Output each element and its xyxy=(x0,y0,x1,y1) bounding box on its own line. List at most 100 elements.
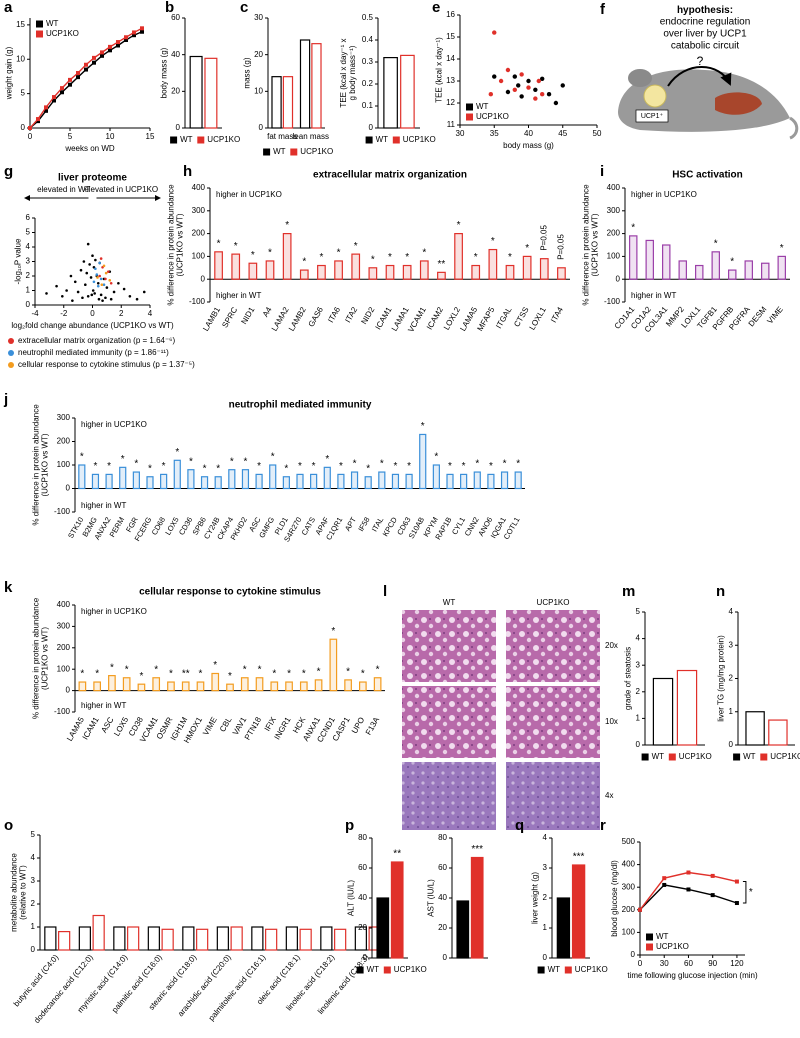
bar xyxy=(571,864,586,959)
liver xyxy=(715,92,762,115)
cell-label: UCP1⁺ xyxy=(641,113,664,120)
x-tick-label: VIME xyxy=(201,716,219,737)
panel-letter: g xyxy=(4,163,13,180)
x-tick-label: SPRC xyxy=(220,305,239,329)
point xyxy=(734,901,739,906)
bar xyxy=(645,239,654,280)
bar xyxy=(299,681,308,692)
annotation: * xyxy=(331,626,335,637)
point xyxy=(108,48,112,53)
point xyxy=(96,276,99,279)
y-tick-label: -100 xyxy=(54,707,71,716)
y-axis-label: metabolite abundance xyxy=(10,853,19,932)
point xyxy=(116,40,120,45)
legend-swatch xyxy=(733,753,741,761)
y-axis-label: % difference in protein abundance xyxy=(167,184,176,306)
annotation: * xyxy=(457,220,461,231)
bar xyxy=(296,473,304,490)
y-tick-label: 5 xyxy=(26,228,31,237)
y-tick-label: 60 xyxy=(438,863,447,872)
annotation: * xyxy=(268,248,272,259)
legend-swatch xyxy=(760,753,768,761)
note: higher in WT xyxy=(81,701,126,710)
histology-image xyxy=(506,686,600,758)
y-axis-label: ALT (IU/L) xyxy=(346,880,355,916)
point xyxy=(105,286,109,289)
bar xyxy=(383,56,398,129)
note: higher in WT xyxy=(81,501,126,510)
bar xyxy=(299,39,311,129)
y-axis-label: (UCP1KO vs WT) xyxy=(176,213,185,276)
annotation: * xyxy=(462,461,466,472)
annotation: * xyxy=(121,454,125,465)
y-tick-label: 0 xyxy=(729,740,734,749)
point xyxy=(60,86,64,91)
bar xyxy=(314,679,323,692)
legend-swatch xyxy=(383,966,391,974)
annotation: * xyxy=(80,669,84,680)
note: higher in WT xyxy=(216,291,261,300)
bar xyxy=(132,471,140,490)
hypothesis-text: endocrine regulation xyxy=(660,17,751,28)
legend-swatch xyxy=(197,136,205,144)
y-tick-label: 4 xyxy=(636,634,641,643)
y-tick-label: 300 xyxy=(57,622,71,631)
x-tick-label: 35 xyxy=(490,129,499,138)
bar xyxy=(745,711,765,746)
x-tick-label: ITA2 xyxy=(343,305,359,324)
bar xyxy=(320,926,333,951)
panel-letter: f xyxy=(600,1,606,18)
y-tick-label: 15 xyxy=(16,20,25,29)
panel-letter: e xyxy=(432,0,440,16)
annotation: * xyxy=(346,667,350,678)
bar xyxy=(78,681,87,692)
point xyxy=(96,284,100,288)
y-tick-label: 20 xyxy=(171,86,180,95)
bar xyxy=(181,681,190,692)
annotation: * xyxy=(516,459,520,470)
y-tick-label: 100 xyxy=(192,252,206,261)
annotation: ** xyxy=(182,669,190,680)
point xyxy=(76,75,80,80)
bar xyxy=(473,471,481,490)
x-tick-label: 45 xyxy=(558,129,567,138)
x-tick-label: 4 xyxy=(148,309,153,318)
y-tick-label: -100 xyxy=(189,297,206,306)
row-label: 10x xyxy=(605,717,618,726)
legend-label: WT xyxy=(180,135,193,144)
y-tick-label: 2 xyxy=(31,899,36,908)
bar xyxy=(310,473,318,490)
y-tick-label: 3 xyxy=(729,640,734,649)
bar xyxy=(204,57,218,129)
annotation: * xyxy=(448,461,452,472)
bar xyxy=(299,269,309,280)
bar xyxy=(78,464,86,490)
bar xyxy=(470,856,484,959)
y-tick-label: 2 xyxy=(636,687,641,696)
legend-swatch xyxy=(641,753,649,761)
annotation: * xyxy=(94,461,98,472)
y-tick-label: 4 xyxy=(31,853,36,862)
column-label: UCP1KO xyxy=(537,598,570,607)
x-tick-label: DESM xyxy=(747,305,769,329)
bar xyxy=(460,473,468,490)
bar xyxy=(373,677,382,692)
point xyxy=(109,297,113,301)
legend-swatch xyxy=(646,943,653,951)
panel-letter: b xyxy=(165,0,174,16)
x-tick-label: 5 xyxy=(68,132,73,141)
annotation: * xyxy=(366,463,370,474)
annotation: * xyxy=(203,463,207,474)
point xyxy=(98,261,101,265)
point xyxy=(492,30,497,35)
point xyxy=(81,296,84,300)
bar xyxy=(113,926,126,951)
y-tick-label: 4 xyxy=(26,242,31,251)
point xyxy=(505,67,511,73)
bar xyxy=(676,669,698,746)
legend-label: UCP1KO xyxy=(207,135,240,144)
bar xyxy=(248,262,258,280)
annotation: * xyxy=(525,243,529,254)
point xyxy=(117,281,120,285)
annotation: * xyxy=(407,461,411,472)
